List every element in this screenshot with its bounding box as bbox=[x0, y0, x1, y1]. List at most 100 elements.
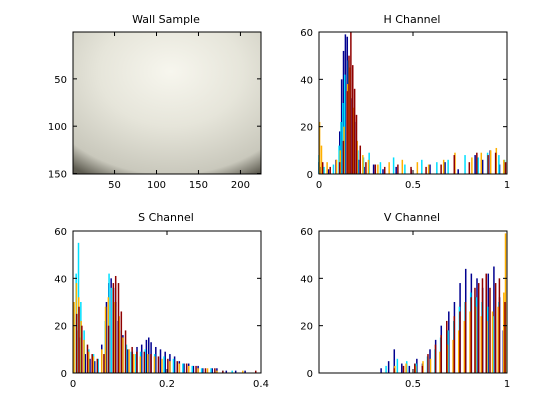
s-channel-bar bbox=[178, 363, 181, 373]
h-channel-bar bbox=[487, 155, 489, 174]
v-channel-bar bbox=[504, 302, 506, 373]
h-channel-bar bbox=[342, 103, 344, 174]
s-channel-bar bbox=[128, 349, 130, 373]
v-channel-bar bbox=[427, 354, 429, 373]
s-channel-bar bbox=[222, 370, 224, 373]
h-channel-x-tick-label: 1 bbox=[504, 180, 510, 191]
v-channel-bar bbox=[457, 330, 460, 373]
h-channel-bar bbox=[342, 140, 345, 174]
h-channel-bar bbox=[392, 157, 395, 174]
s-channel-bar bbox=[84, 354, 87, 373]
s-channel-y-tick-label: 20 bbox=[54, 322, 67, 333]
h-channel-x-tick-label: 0.5 bbox=[405, 180, 421, 191]
s-channel-bar bbox=[231, 370, 233, 373]
v-channel-bar bbox=[464, 302, 467, 373]
v-channel-bar bbox=[497, 306, 499, 373]
s-channel-bar bbox=[150, 354, 152, 373]
h-channel-bar bbox=[353, 88, 356, 174]
s-channel-bar bbox=[172, 358, 175, 373]
h-channel-bar bbox=[436, 162, 438, 174]
v-channel-bar bbox=[474, 287, 476, 373]
s-channel-bar bbox=[153, 356, 156, 373]
h-channel-bar bbox=[395, 166, 397, 174]
wall-sample-x-tick-label: 50 bbox=[108, 180, 121, 191]
s-channel-bar bbox=[97, 358, 99, 373]
s-channel-bar bbox=[122, 337, 124, 373]
v-channel-bar bbox=[434, 344, 437, 373]
h-channel-bar bbox=[442, 159, 445, 174]
v-channel-bar bbox=[387, 361, 390, 373]
v-channel-bar bbox=[489, 287, 491, 373]
h-channel-bar bbox=[504, 162, 507, 174]
s-channel-bar bbox=[161, 358, 163, 373]
h-channel-bar bbox=[367, 159, 370, 174]
s-channel-bar bbox=[204, 368, 207, 373]
v-channel-y-tick-label: 20 bbox=[300, 322, 313, 333]
v-channel-bar bbox=[503, 292, 505, 373]
s-channel-bar bbox=[78, 306, 80, 373]
h-channel-bar bbox=[421, 159, 423, 174]
s-channel-x-tick-label: 0.4 bbox=[253, 379, 269, 390]
v-channel-x-tick-label: 1 bbox=[504, 379, 510, 390]
s-channel-bar bbox=[176, 361, 179, 373]
h-channel-bar bbox=[326, 162, 328, 174]
v-channel-bar bbox=[401, 363, 403, 373]
h-channel-bar bbox=[464, 155, 466, 174]
h-channel-bar bbox=[343, 74, 346, 174]
s-channel-bar bbox=[139, 356, 142, 373]
s-channel-bar bbox=[163, 356, 165, 373]
wall-sample-x-tick-label: 200 bbox=[231, 180, 250, 191]
v-channel-bar bbox=[414, 363, 416, 373]
v-channel-y-tick-label: 40 bbox=[300, 274, 313, 285]
s-channel-title: S Channel bbox=[138, 211, 194, 224]
s-channel-bar bbox=[144, 349, 146, 373]
v-channel-bar bbox=[421, 365, 424, 373]
s-channel-bar bbox=[87, 351, 90, 373]
s-channel-bar bbox=[225, 370, 228, 373]
v-channel-bar bbox=[408, 365, 411, 373]
v-channel-bar bbox=[393, 349, 396, 373]
h-channel-bar bbox=[339, 150, 342, 174]
s-channel-bar bbox=[211, 368, 213, 373]
h-channel-bar bbox=[321, 162, 324, 174]
s-channel-bar bbox=[73, 302, 75, 373]
h-channel-bar bbox=[447, 159, 449, 174]
h-channel-bar bbox=[374, 164, 377, 174]
h-channel-bar bbox=[444, 162, 446, 174]
h-channel-bar bbox=[425, 166, 427, 174]
s-channel-bar bbox=[155, 346, 157, 373]
v-channel-bar bbox=[453, 316, 456, 373]
s-channel-bar bbox=[120, 311, 123, 373]
h-channel-bar bbox=[355, 114, 358, 174]
h-channel-y-tick-label: 0 bbox=[307, 170, 313, 181]
v-channel-bar bbox=[494, 283, 497, 373]
s-channel-bar bbox=[93, 361, 96, 373]
h-channel-title: H Channel bbox=[384, 13, 441, 26]
s-channel-y-tick-label: 0 bbox=[61, 369, 67, 380]
h-channel-bar bbox=[359, 145, 362, 174]
s-channel-bar bbox=[125, 344, 128, 373]
s-channel-bar bbox=[143, 351, 146, 373]
h-channel-x-tick-label: 0 bbox=[316, 180, 322, 191]
h-channel-bar bbox=[401, 159, 404, 174]
s-channel-bar bbox=[89, 358, 91, 373]
s-channel-y-tick-label: 40 bbox=[54, 274, 67, 285]
v-channel-bar bbox=[402, 365, 405, 373]
s-channel-bar bbox=[131, 346, 133, 373]
s-channel-bar bbox=[157, 356, 160, 373]
h-channel-bar bbox=[382, 169, 384, 174]
v-channel-bar bbox=[396, 358, 399, 373]
s-channel-bar bbox=[81, 325, 83, 373]
v-channel-bars bbox=[380, 233, 507, 373]
v-channel-bar bbox=[480, 316, 483, 373]
s-channel-ticks: 0 0.2 0.4 0 20 40 60 bbox=[54, 227, 269, 390]
h-channel-bar bbox=[404, 164, 406, 174]
s-channel-bar bbox=[197, 368, 199, 373]
s-channel-y-tick-label: 60 bbox=[54, 227, 67, 238]
h-channel-bar bbox=[352, 65, 354, 174]
wall-sample-y-tick-label: 100 bbox=[48, 122, 67, 133]
s-channel-bar bbox=[114, 275, 117, 373]
s-channel-bar bbox=[104, 306, 107, 373]
h-channel-bar bbox=[427, 164, 430, 174]
s-channel-bars bbox=[72, 242, 257, 373]
